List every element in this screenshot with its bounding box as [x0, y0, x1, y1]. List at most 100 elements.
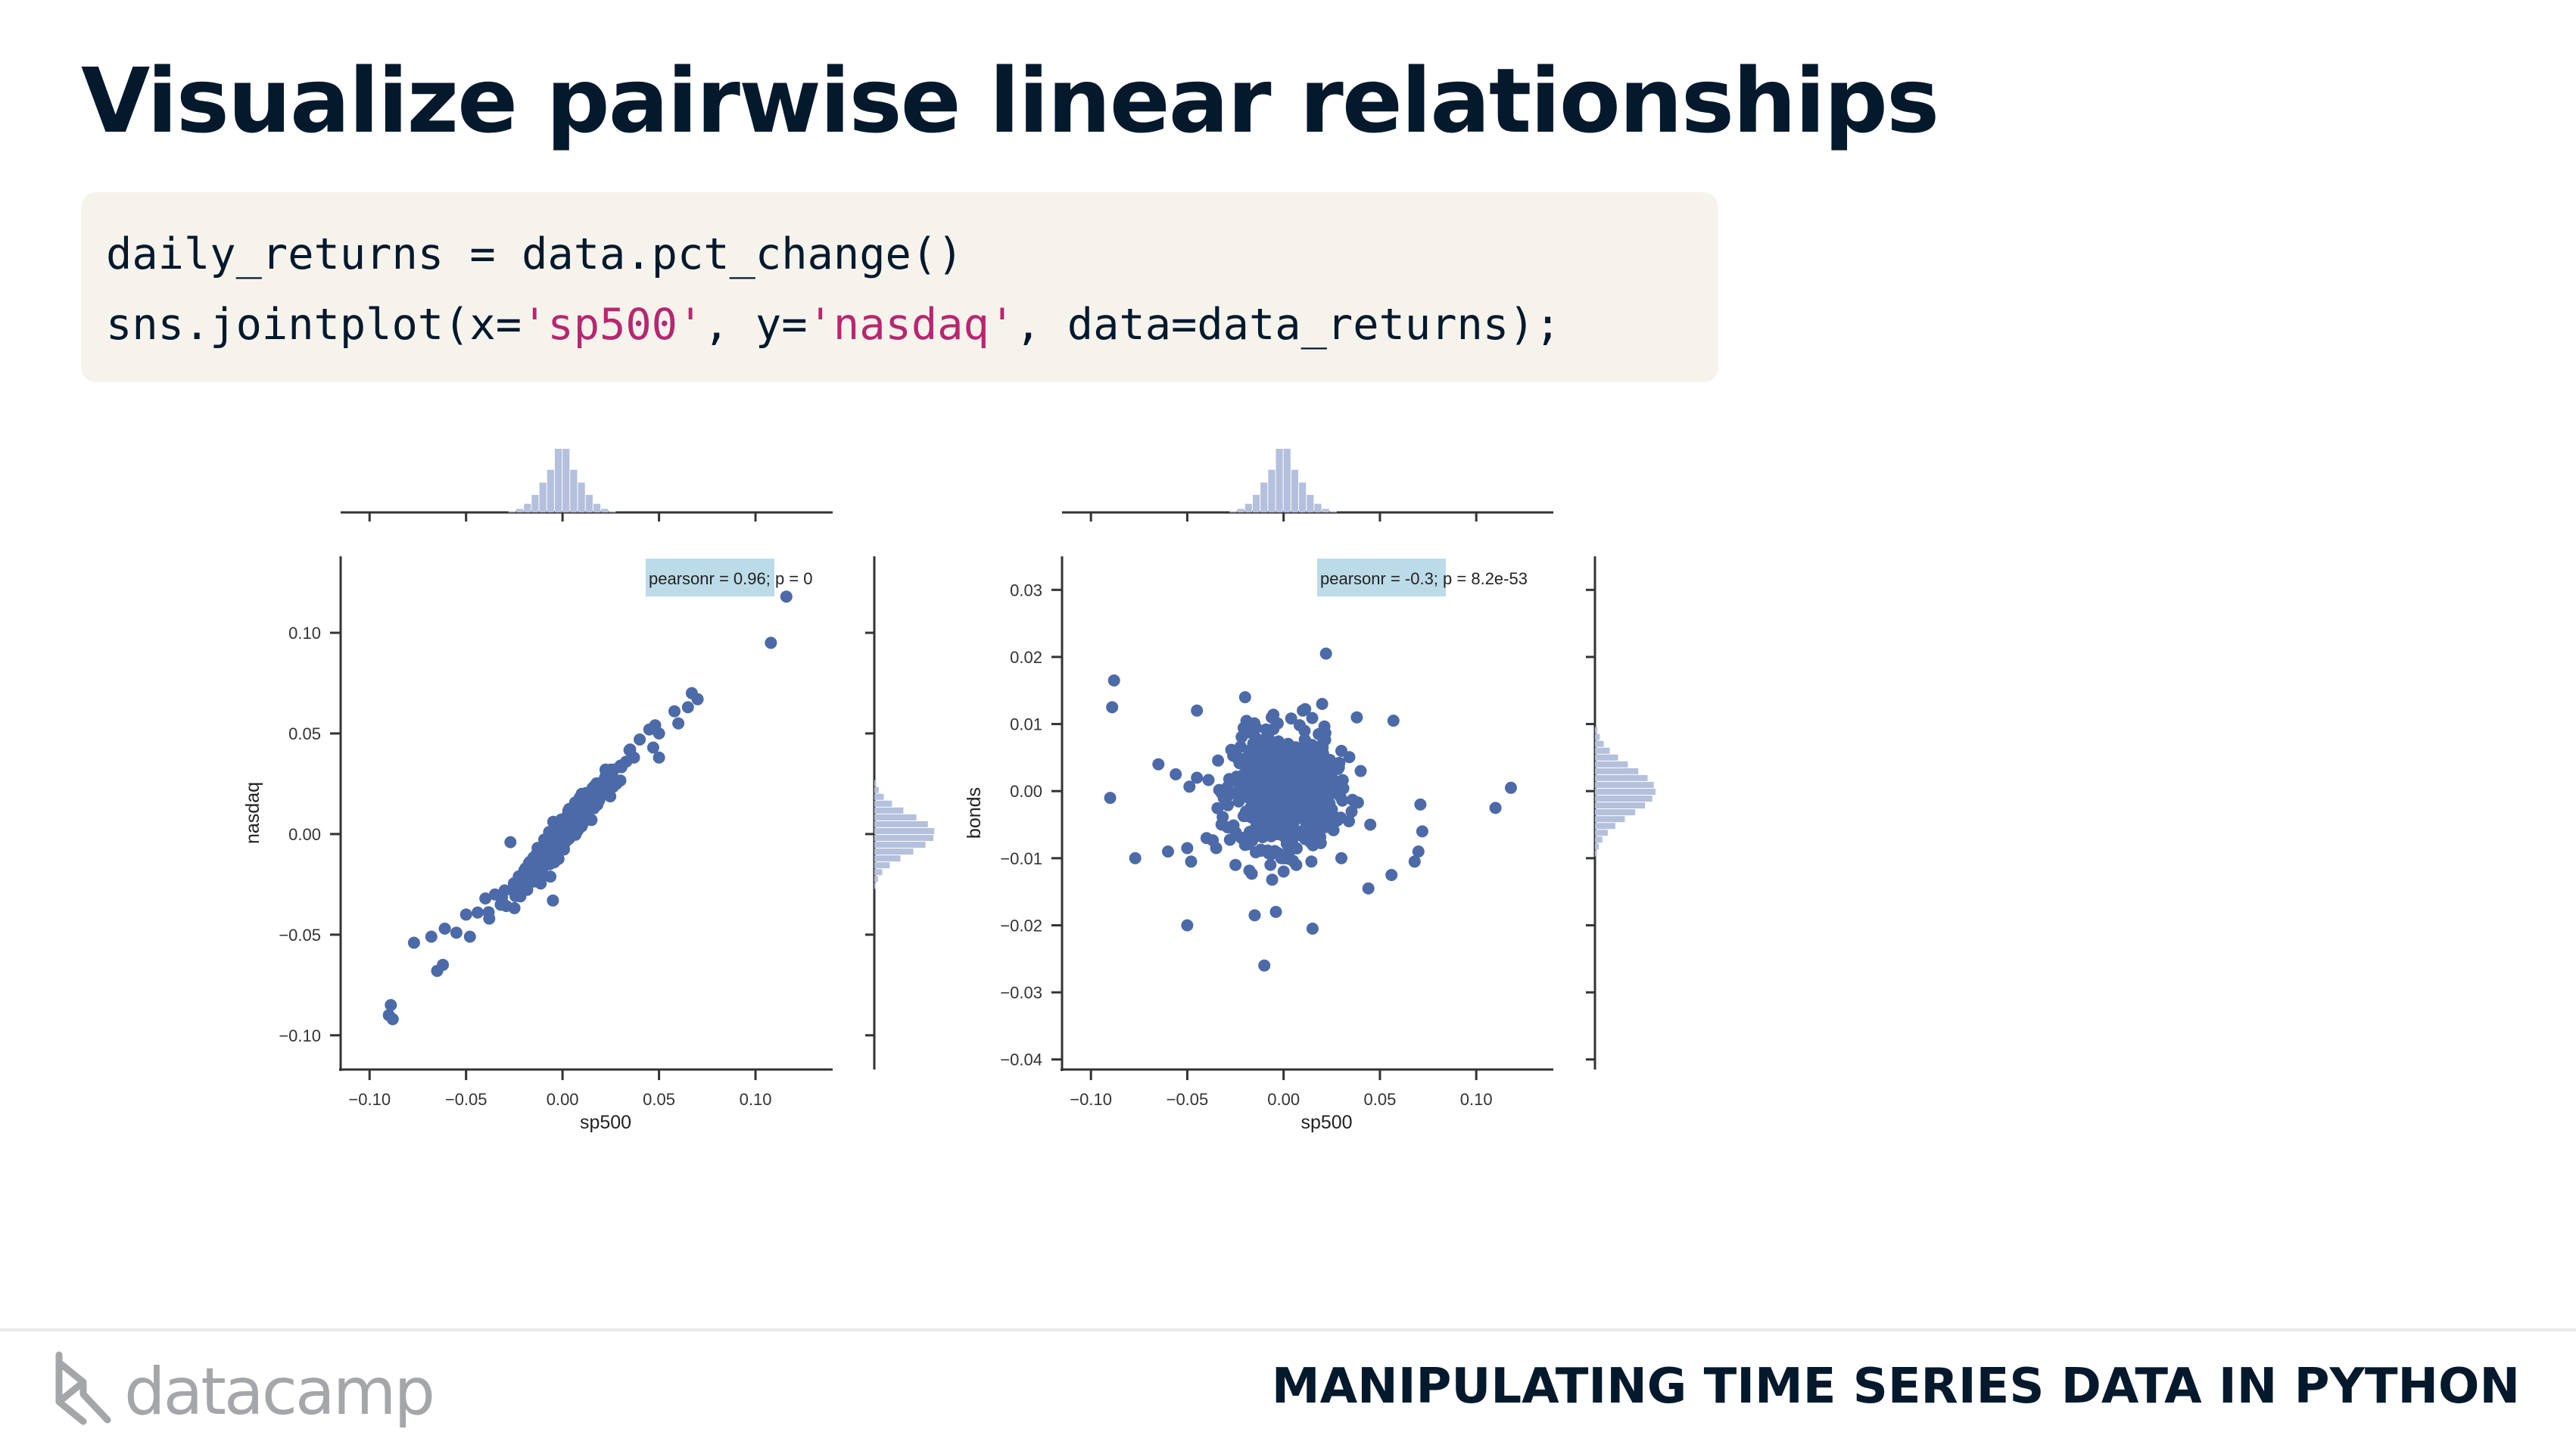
scatter-point: [437, 958, 450, 971]
annotation-p-value: ; p = 8.2e-53: [1434, 569, 1528, 588]
top-hist-bar: [585, 494, 593, 512]
right-hist-bar: [1595, 823, 1615, 830]
right-hist-bar: [874, 780, 877, 786]
scatter-point: [450, 926, 463, 939]
annotation-highlight-box: [1317, 559, 1446, 596]
top-hist-bar: [1299, 482, 1307, 512]
scatter-point: [1233, 752, 1246, 764]
jointplot-1: −0.10 −0.05 0.00 0.05 0.10 −0.10 −0.05 0.00 0.05…: [242, 448, 935, 1133]
scatter-point: [780, 590, 793, 603]
scatter-point: [494, 898, 507, 911]
scatter-point: [1345, 805, 1358, 818]
right-hist-bar: [874, 814, 917, 820]
right-hist-bar: [1595, 836, 1603, 843]
scatter-point: [1221, 790, 1234, 803]
right-hist-bar: [1595, 843, 1599, 850]
scatter-point: [1262, 731, 1275, 744]
scatter-point: [1304, 786, 1316, 799]
scatter-point: [653, 751, 665, 764]
scatter-point: [547, 833, 559, 846]
right-hist-bar: [874, 827, 935, 834]
right-hist-bar: [874, 869, 883, 876]
code-token: , y=: [703, 300, 808, 350]
y-axis-label: nasdaq: [242, 782, 263, 844]
scatter-point: [1266, 824, 1279, 837]
scatter-point: [522, 859, 535, 872]
y-tick-label: −0.01: [1000, 849, 1042, 868]
scatter-point: [1212, 754, 1225, 767]
scatter-point: [1299, 833, 1312, 845]
scatter-point: [590, 780, 603, 793]
top-hist-bar: [1283, 448, 1291, 512]
right-hist-bar: [1595, 740, 1604, 747]
scatter-point: [1181, 919, 1194, 932]
right-hist-bar: [874, 876, 878, 883]
scatter-point: [1257, 831, 1269, 843]
x-tick-label: −0.10: [348, 1090, 391, 1109]
x-tick-label: 0.00: [547, 1090, 579, 1109]
scatter-point: [1227, 819, 1240, 832]
x-tick-label: 0.05: [1364, 1090, 1397, 1109]
y-tick-label: −0.04: [1000, 1051, 1042, 1070]
right-hist-bar: [1595, 781, 1654, 789]
scatter-point: [482, 906, 495, 919]
scatter-point: [1312, 794, 1325, 807]
scatter-point: [438, 922, 451, 935]
scatter-point: [1277, 865, 1290, 878]
scatter-point: [1229, 858, 1242, 871]
right-hist-bar: [1595, 768, 1639, 774]
scatter-point: [1343, 815, 1355, 827]
top-hist-bar: [1260, 482, 1268, 512]
code-line-1: daily_returns = data.pct_change(): [106, 229, 964, 279]
scatter-point: [1298, 799, 1311, 812]
scatter-point: [516, 873, 529, 886]
scatter-point: [1285, 712, 1297, 725]
top-marginal-histogram: [1229, 448, 1337, 512]
right-hist-bar: [874, 800, 892, 807]
top-hist-bar: [1329, 511, 1337, 512]
x-axis-label: sp500: [580, 1112, 631, 1133]
scatter-point: [1414, 798, 1427, 811]
scatter-point: [685, 687, 698, 699]
right-hist-bar: [1595, 789, 1656, 796]
datacamp-logo-text: datacamp: [124, 1354, 433, 1430]
right-hist-bar: [1595, 802, 1646, 809]
y-tick-label: −0.03: [1000, 983, 1042, 1002]
right-hist-bar: [1595, 761, 1628, 768]
jointplot-2: −0.10 −0.05 0.00 0.05 0.10 −0.04 −0.03 −0.02 −0.…: [964, 448, 1656, 1133]
scatter-point: [681, 701, 694, 714]
top-hist-bar: [1322, 509, 1329, 512]
y-tick-label: 0.01: [1010, 715, 1042, 734]
scatter-point: [459, 908, 472, 921]
scatter-point: [463, 930, 476, 943]
y-tick-label: 0.03: [1010, 581, 1042, 599]
scatter-point: [1412, 845, 1425, 858]
scatter-point: [1270, 804, 1283, 817]
scatter-points: [1104, 647, 1517, 972]
scatter-point: [1505, 781, 1517, 794]
right-hist-bar: [874, 883, 876, 889]
top-hist-bar: [524, 503, 531, 512]
scatter-point: [1408, 855, 1421, 868]
scatter-point: [1316, 741, 1329, 754]
scatter-point: [1351, 796, 1364, 809]
y-tick-label: −0.05: [279, 926, 321, 945]
y-tick-label: 0.02: [1010, 648, 1042, 667]
correlation-annotation: pearsonr = 0.96; p = 0: [649, 569, 813, 588]
scatter-point: [1350, 711, 1363, 724]
scatter-point: [1298, 724, 1311, 737]
top-hist-bar: [570, 469, 578, 512]
code-token: , data=data_returns);: [1015, 300, 1561, 350]
right-hist-bar: [1595, 816, 1625, 823]
scatter-point: [1245, 867, 1258, 880]
scatter-point: [1354, 764, 1367, 777]
right-hist-bar: [874, 842, 926, 848]
scatter-point: [1331, 814, 1344, 827]
top-hist-bar: [554, 448, 562, 512]
scatter-point: [407, 936, 420, 949]
scatter-point: [1183, 780, 1196, 793]
scatter-point: [1216, 811, 1229, 824]
footer-divider: [0, 1328, 2576, 1331]
scatter-point: [1240, 715, 1253, 727]
